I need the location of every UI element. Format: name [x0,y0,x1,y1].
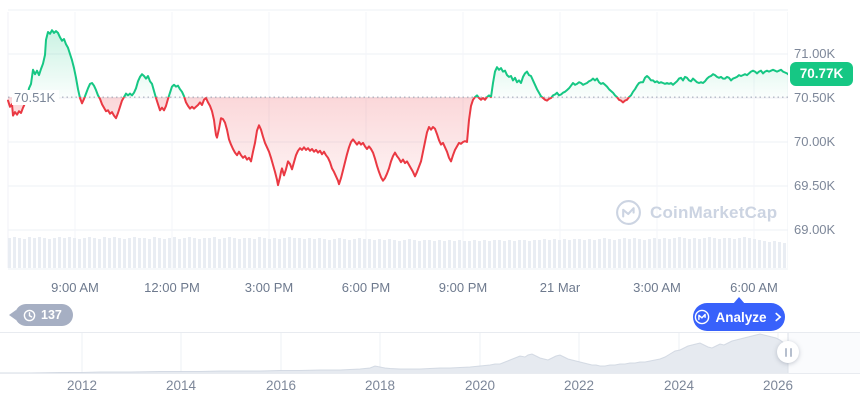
baseline-price-label: 70.51K [12,90,60,105]
cmc-logo-icon [616,200,641,225]
y-axis-label: 70.00K [794,134,836,149]
x-axis-label: 6:00 PM [341,280,391,295]
price-chart-svg[interactable] [0,0,788,270]
current-price-badge: 70.77K [790,62,853,86]
analyze-label: Analyze [715,309,767,325]
history-clock-icon [23,309,36,321]
y-axis-label: 71.00K [794,46,836,61]
x-axis-label: 21 Mar [539,280,581,295]
timeline-brush-svg[interactable] [0,332,860,374]
timeline-year-label: 2014 [165,378,197,393]
timeline-year-label: 2024 [663,378,695,393]
timeline-year-label: 2016 [265,378,297,393]
cmc-logo-icon [695,309,710,325]
analyze-button[interactable]: Analyze [693,297,785,331]
history-badge[interactable]: 137 [15,304,73,326]
x-axis-label: 12:00 PM [144,280,200,295]
timeline-year-label: 2012 [66,378,98,393]
timeline-year-label: 2022 [563,378,595,393]
timeline-year-label: 2018 [364,378,396,393]
timeline-year-label: 2026 [762,378,794,393]
y-axis-label: 70.50K [794,90,836,105]
brush-handle[interactable] [777,341,799,363]
x-axis-label: 3:00 AM [633,280,681,295]
watermark-text: CoinMarketCap [650,202,778,222]
y-axis-label: 69.00K [794,222,836,237]
x-axis-label: 9:00 PM [438,280,488,295]
y-axis-label: 69.50K [794,178,836,193]
x-axis-label: 6:00 AM [730,280,778,295]
x-axis-label: 9:00 AM [51,280,99,295]
x-axis-label: 3:00 PM [244,280,294,295]
coinmarketcap-watermark: CoinMarketCap [615,199,777,226]
chevron-right-icon [774,312,781,322]
history-count: 137 [41,308,62,322]
timeline-year-label: 2020 [464,378,496,393]
